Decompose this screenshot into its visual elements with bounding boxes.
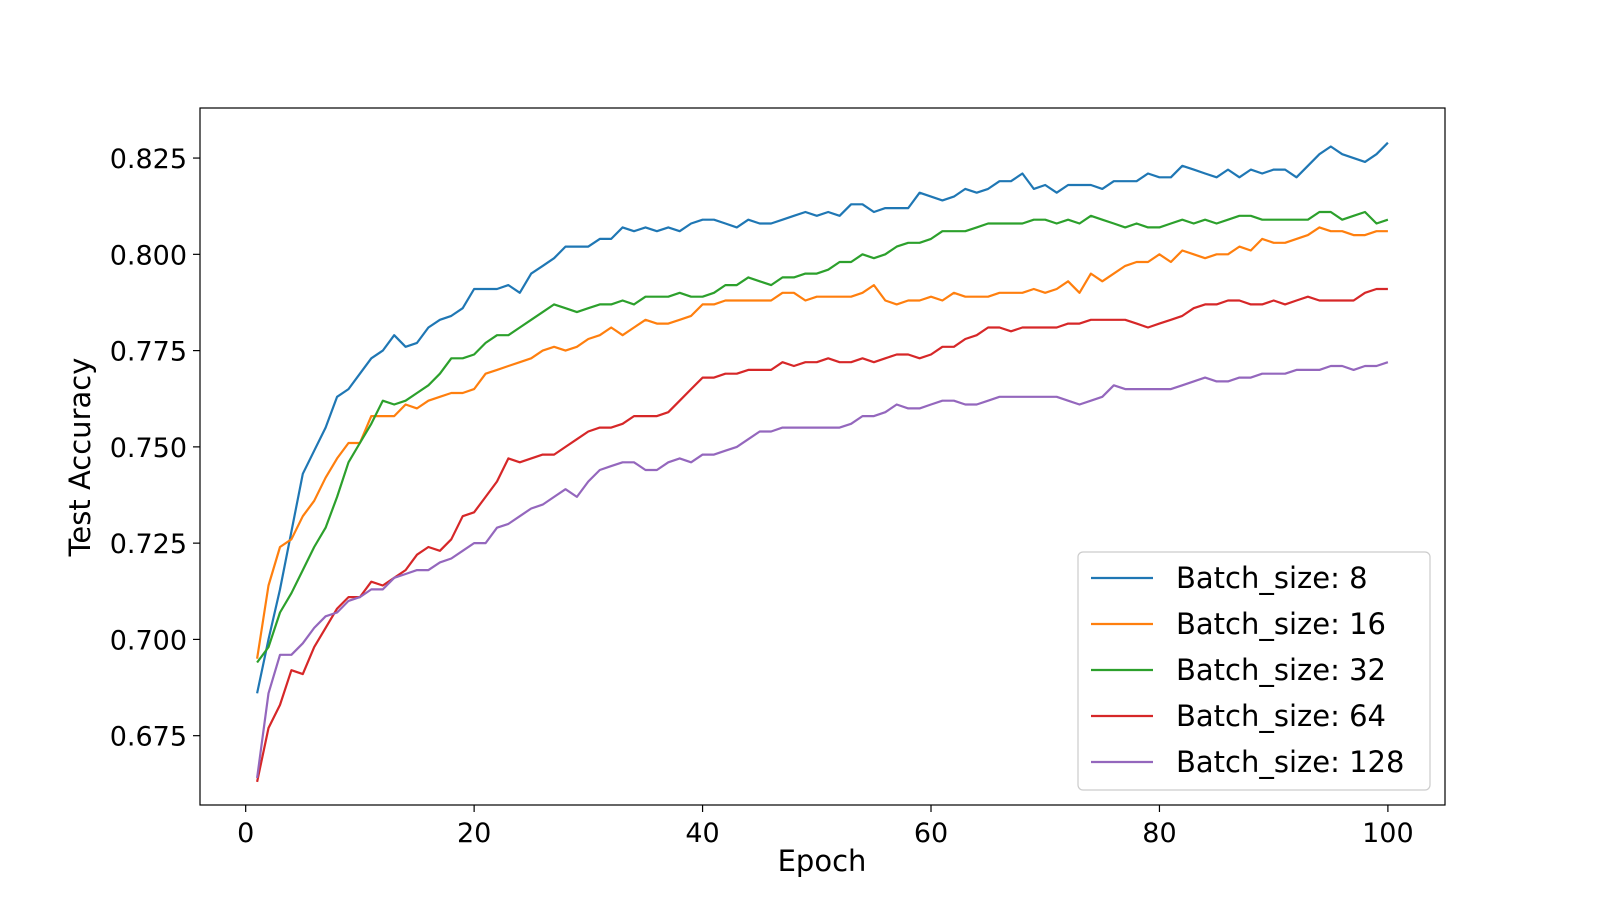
x-tick-label: 20 — [457, 818, 491, 849]
x-tick-label: 60 — [914, 818, 948, 849]
legend-label-2: Batch_size: 32 — [1176, 653, 1386, 687]
y-tick-label: 0.725 — [110, 529, 187, 560]
y-tick-label: 0.825 — [110, 144, 187, 175]
plot-area-frame — [199, 107, 1446, 806]
series-line-1 — [256, 226, 1388, 659]
x-axis: 0 20 40 60 80 100 — [237, 805, 1414, 849]
y-tick-label: 0.675 — [110, 722, 187, 753]
legend-label-4: Batch_size: 128 — [1176, 745, 1404, 779]
x-tick-label: 100 — [1362, 818, 1414, 849]
legend-label-3: Batch_size: 64 — [1176, 699, 1386, 733]
y-tick-label: 0.700 — [110, 625, 187, 656]
legend-label-1: Batch_size: 16 — [1176, 607, 1386, 641]
y-axis: 0.675 0.700 0.725 0.750 0.775 0.800 0.825 — [110, 144, 200, 753]
series-line-4 — [256, 361, 1389, 779]
y-axis-label: Test Accuracy — [63, 358, 97, 558]
x-tick-label: 40 — [685, 818, 719, 849]
x-tick-label: 0 — [237, 818, 254, 849]
x-tick-label: 80 — [1142, 818, 1176, 849]
legend-label-0: Batch_size: 8 — [1176, 561, 1368, 595]
y-tick-label: 0.775 — [110, 337, 187, 368]
legend: Batch_size: 8 Batch_size: 16 Batch_size: 3… — [1077, 551, 1431, 791]
series-line-3 — [256, 287, 1388, 783]
series-line-2 — [256, 210, 1389, 664]
series-line-0 — [256, 141, 1389, 694]
legend-box — [1077, 551, 1431, 791]
x-axis-label: Epoch — [778, 844, 867, 878]
series-layer — [256, 141, 1389, 783]
y-tick-label: 0.750 — [110, 433, 187, 464]
y-tick-label: 0.800 — [110, 240, 187, 271]
